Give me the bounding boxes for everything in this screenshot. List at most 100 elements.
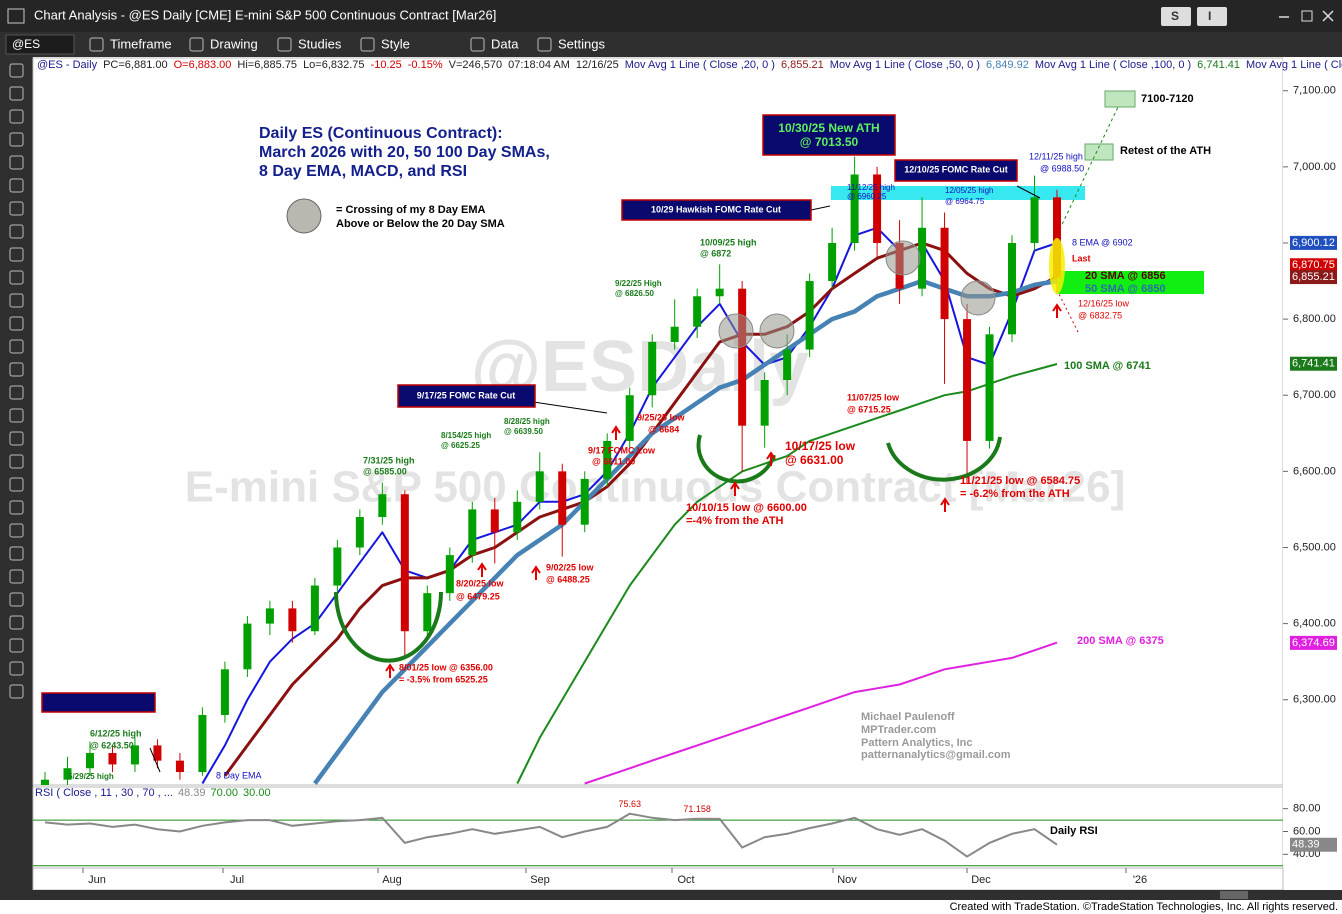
x-tick-label: Oct [677,874,694,886]
toolbar-icon[interactable] [537,37,552,52]
tool-icon[interactable] [9,86,24,101]
tool-icon[interactable] [9,270,24,285]
candle-body [670,326,679,342]
toolbar-item[interactable]: Drawing [210,36,258,51]
price-flag [1290,270,1337,285]
y-tick-label: 6,700.00 [1293,389,1336,401]
annotation: MPTrader.com [861,724,936,736]
up-arrow [385,663,395,678]
candle-body [963,319,972,441]
toolbar-item[interactable]: Style [381,36,410,51]
annotation: Michael Paulenoff [861,711,955,723]
retest-box [1084,143,1114,161]
rsi-header-item: 70.00 [211,787,239,799]
annotation: @ 6872 [700,248,731,258]
tool-icon[interactable] [9,454,24,469]
tool-icon[interactable] [9,247,24,262]
toolbar-icon[interactable] [470,37,485,52]
annotation: 50 SMA @ 6850 [1085,283,1166,295]
annotation: Daily ES (Continuous Contract): [259,125,503,142]
y-tick-label: 6,800.00 [1293,313,1336,325]
annotation: 9/17/25 FOMC Rate Cut [417,390,516,400]
toolbar-icon[interactable] [189,37,204,52]
tool-icon[interactable] [9,408,24,423]
i-button[interactable] [1197,7,1227,26]
tool-icon[interactable] [9,155,24,170]
tool-icon[interactable] [9,224,24,239]
tool-icon[interactable] [9,500,24,515]
maximize-button[interactable] [1301,10,1313,22]
up-arrow [477,562,487,577]
pointer-line [810,205,831,211]
toolbar-icon[interactable] [277,37,292,52]
tool-icon[interactable] [9,385,24,400]
tool-icon[interactable] [9,523,24,538]
tool-icon[interactable] [9,201,24,216]
crossing-marker [718,313,754,349]
tool-icon[interactable] [9,63,24,78]
annotation: @ 6715.25 [847,404,891,414]
annotation: @ 6585.00 [363,466,407,476]
moving-average-line [313,278,1058,785]
tool-icon[interactable] [9,661,24,676]
candle-body [220,669,229,715]
candle-body [805,281,814,350]
status-item: -10.25 [371,59,402,71]
y-tick-label: 7,100.00 [1293,85,1336,97]
candle-body [85,753,94,769]
close-button[interactable] [1322,10,1334,22]
toolbar-icon[interactable] [89,37,104,52]
tool-icon[interactable] [9,132,24,147]
toolbar-item[interactable]: Timeframe [110,36,172,51]
annotation: = -6.2% from the ATH [960,488,1070,500]
annotation: @ 6488.25 [546,574,590,584]
tool-icon[interactable] [9,316,24,331]
symbol-box[interactable] [5,34,75,55]
annotation: March 2026 with 20, 50 100 Day SMAs, [259,144,550,161]
rsi-header-item: RSI ( Close , 11 , 30 , 70 , ... [35,787,173,799]
annotation: 200 SMA @ 6375 [1077,635,1164,647]
price-flag [1290,635,1337,650]
tool-icon[interactable] [9,477,24,492]
status-item: PC=6,881.00 [103,59,168,71]
tool-icon[interactable] [9,569,24,584]
up-arrow [766,451,776,466]
y-tick-label: 60.00 [1293,825,1321,837]
scroll-bar[interactable] [0,890,1342,900]
tool-icon[interactable] [9,615,24,630]
tool-icon[interactable] [9,546,24,561]
annotation: @ 6826.50 [615,289,654,298]
scroll-thumb[interactable] [1220,891,1248,899]
annotation: 11/21/25 low @ 6584.75 [960,475,1080,487]
rsi-line [44,812,1058,858]
tool-icon[interactable] [9,592,24,607]
tool-icon[interactable] [9,362,24,377]
status-item: @ES - Daily [37,59,98,71]
toolbar-item[interactable]: Data [491,36,519,51]
tool-icon[interactable] [9,109,24,124]
tool-icon[interactable] [9,178,24,193]
tool-icon[interactable] [9,431,24,446]
status-item: Lo=6,832.75 [303,59,364,71]
toolbar-item[interactable]: Settings [558,36,605,51]
s-button[interactable] [1161,7,1191,26]
x-tick-label: Aug [382,874,402,886]
candle-body [265,608,274,624]
ath-zone [831,186,1085,200]
annotation: 100 SMA @ 6741 [1064,360,1151,372]
rsi-flag [1290,837,1337,852]
y-tick-label: 7,000.00 [1293,161,1336,173]
annotation: @ 6684 [648,424,679,434]
annotation: @ 6960.25 [847,192,887,201]
annotation: 8 Day EMA [216,770,262,780]
annotation: 12/05/25 high [945,186,994,195]
rsi-header-item: 48.39 [178,787,206,799]
tool-icon[interactable] [9,339,24,354]
toolbar-item[interactable]: Studies [298,36,342,51]
tool-icon[interactable] [9,293,24,308]
rsi-header: RSI ( Close , 11 , 30 , 70 , ... 48.39 70.… [35,787,271,799]
candle-body [468,509,477,556]
toolbar-icon[interactable] [360,37,375,52]
tool-icon[interactable] [9,684,24,699]
tool-icon[interactable] [9,638,24,653]
